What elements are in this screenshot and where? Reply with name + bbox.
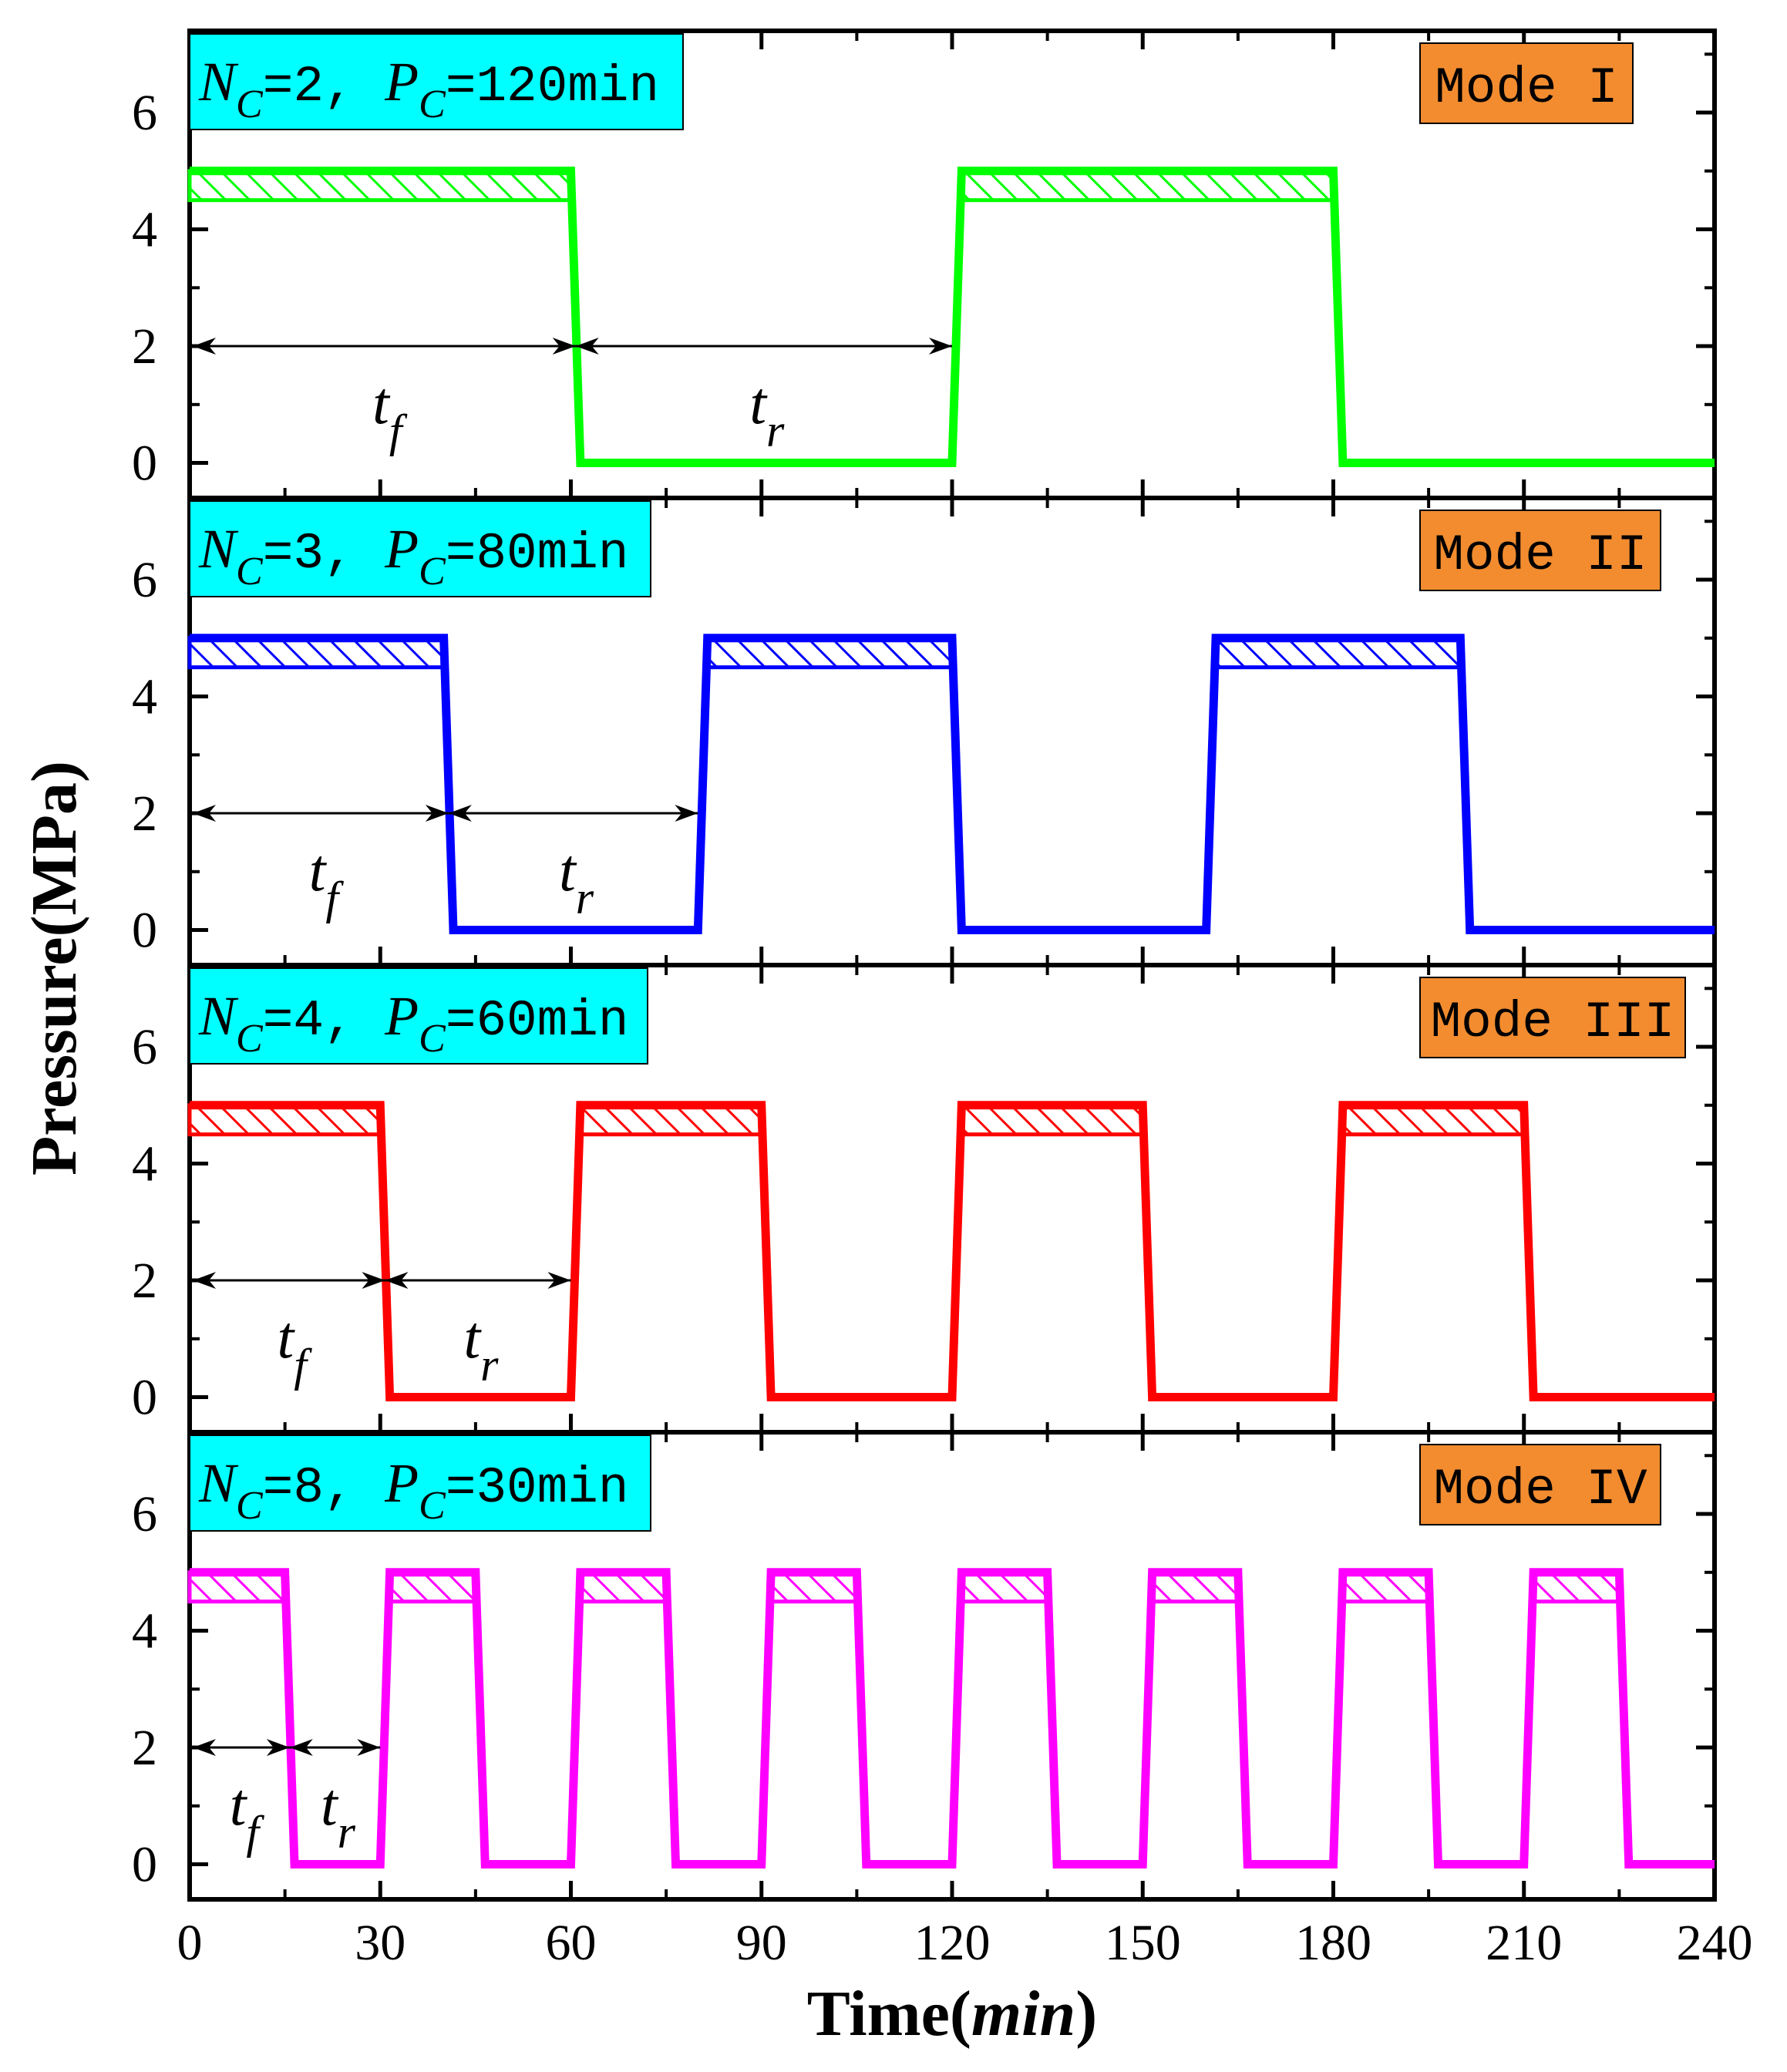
panel-mode-1: 0 2 4 6 tf tr NC=2, PC=120min Mode I bbox=[132, 29, 1717, 500]
mode-label: Mode II bbox=[1433, 526, 1647, 584]
params-label: NC=3, PC=80min bbox=[198, 518, 628, 594]
y-tick-label: 2 bbox=[132, 1253, 157, 1309]
tr-arrow bbox=[575, 338, 952, 355]
tr-label: tr bbox=[749, 369, 785, 456]
params-box bbox=[189, 967, 648, 1065]
mode-label: Mode I bbox=[1435, 59, 1618, 117]
mode-label: Mode IV bbox=[1433, 1461, 1647, 1519]
y-tick-label: 2 bbox=[132, 1720, 157, 1776]
tr-label: tr bbox=[463, 1303, 499, 1391]
mode-box bbox=[1419, 977, 1686, 1058]
x-tick-label: 30 bbox=[355, 1915, 406, 1971]
x-axis-title: Time(min) bbox=[807, 1978, 1097, 2050]
hatch-band bbox=[705, 636, 954, 670]
pc-value: 120min bbox=[476, 58, 659, 116]
x-tick-label: 90 bbox=[736, 1915, 787, 1971]
y-tick-label: 6 bbox=[132, 552, 157, 608]
params-box bbox=[189, 33, 684, 130]
tr-arrow bbox=[448, 805, 698, 822]
params-label: NC=4, PC=60min bbox=[198, 985, 628, 1061]
hatch-band bbox=[769, 1570, 859, 1604]
tf-label: tf bbox=[309, 836, 345, 923]
tr-arrow bbox=[385, 1272, 571, 1290]
tr-arrow bbox=[289, 1739, 381, 1757]
tf-label: tf bbox=[230, 1771, 265, 1858]
x-tick-label: 240 bbox=[1677, 1915, 1753, 1971]
pc-value: 60min bbox=[476, 992, 628, 1050]
y-axis-title: Pressure(MPa) bbox=[19, 761, 90, 1176]
panel-mode-4: 0 2 4 6 tf tr NC=8, PC=30min Mode IV bbox=[132, 1430, 1717, 1902]
pressure-series-mode-4 bbox=[190, 1568, 1715, 1869]
tf-label: tf bbox=[278, 1303, 313, 1391]
y-tick-label: 4 bbox=[132, 1603, 157, 1660]
hatch-band bbox=[578, 1570, 668, 1604]
y-tick-label: 6 bbox=[132, 85, 157, 141]
x-axis: 0 30 60 90 120 150 180 210 240 bbox=[177, 1915, 1753, 1971]
pressure-series-mode-3 bbox=[190, 1101, 1715, 1402]
nc-value: 4 bbox=[293, 992, 324, 1050]
y-tick-label: 2 bbox=[132, 785, 157, 842]
tf-arrow bbox=[193, 805, 449, 822]
y-tick-label: 6 bbox=[132, 1019, 157, 1075]
nc-value: 3 bbox=[293, 525, 324, 583]
params-box bbox=[189, 1435, 651, 1532]
hatch-band bbox=[959, 1570, 1050, 1604]
pc-value: 30min bbox=[476, 1459, 628, 1517]
x-tick-label: 0 bbox=[177, 1915, 203, 1971]
y-tick-label: 4 bbox=[132, 1136, 157, 1192]
y-tick-label: 4 bbox=[132, 669, 157, 725]
pressure-series-mode-2 bbox=[190, 634, 1715, 935]
y-tick-label: 0 bbox=[132, 1837, 157, 1893]
x-tick-label: 180 bbox=[1295, 1915, 1371, 1971]
hatch-band bbox=[388, 1570, 478, 1604]
hatch-band bbox=[187, 1570, 288, 1604]
tf-label: tf bbox=[372, 369, 408, 456]
x-tick-label: 60 bbox=[546, 1915, 597, 1971]
mode-label: Mode III bbox=[1431, 994, 1675, 1051]
y-tick-label: 2 bbox=[132, 318, 157, 375]
tr-label: tr bbox=[321, 1771, 356, 1858]
hatch-band bbox=[1213, 636, 1462, 670]
y-tick-label: 6 bbox=[132, 1486, 157, 1542]
pc-value: 80min bbox=[476, 525, 628, 583]
hatch-band bbox=[1341, 1570, 1431, 1604]
params-label: NC=8, PC=30min bbox=[198, 1452, 628, 1528]
tr-label: tr bbox=[559, 836, 594, 923]
hatch-band bbox=[1531, 1570, 1621, 1604]
hatch-band bbox=[578, 1103, 764, 1137]
hatch-band bbox=[187, 169, 573, 203]
tf-arrow bbox=[193, 338, 576, 355]
panel-mode-2: 0 2 4 6 tf tr NC=3, PC=80min Mode II bbox=[132, 496, 1717, 967]
nc-value: 2 bbox=[293, 58, 324, 116]
hatch-band bbox=[1341, 1103, 1526, 1137]
mode-box bbox=[1419, 42, 1634, 124]
hatch-band bbox=[187, 1103, 382, 1137]
x-tick-label: 210 bbox=[1486, 1915, 1562, 1971]
tf-arrow bbox=[193, 1272, 385, 1290]
y-tick-label: 0 bbox=[132, 436, 157, 492]
tf-arrow bbox=[193, 1739, 290, 1757]
hatch-band bbox=[959, 169, 1336, 203]
params-label: NC=2, PC=120min bbox=[198, 51, 659, 126]
y-tick-label: 0 bbox=[132, 1370, 157, 1426]
hatch-band bbox=[959, 1103, 1145, 1137]
pressure-series-mode-1 bbox=[190, 166, 1715, 468]
mode-box bbox=[1419, 1444, 1661, 1525]
x-tick-label: 120 bbox=[914, 1915, 991, 1971]
mode-box bbox=[1419, 510, 1661, 591]
nc-value: 8 bbox=[293, 1459, 324, 1517]
panel-mode-3: 0 2 4 6 tf tr NC=4, PC=60min Mode III bbox=[132, 963, 1717, 1435]
hatch-band bbox=[1150, 1570, 1240, 1604]
hatch-band bbox=[187, 636, 446, 670]
y-tick-label: 4 bbox=[132, 202, 157, 258]
x-tick-label: 150 bbox=[1105, 1915, 1181, 1971]
y-tick-label: 0 bbox=[132, 903, 157, 959]
params-box bbox=[189, 500, 651, 597]
